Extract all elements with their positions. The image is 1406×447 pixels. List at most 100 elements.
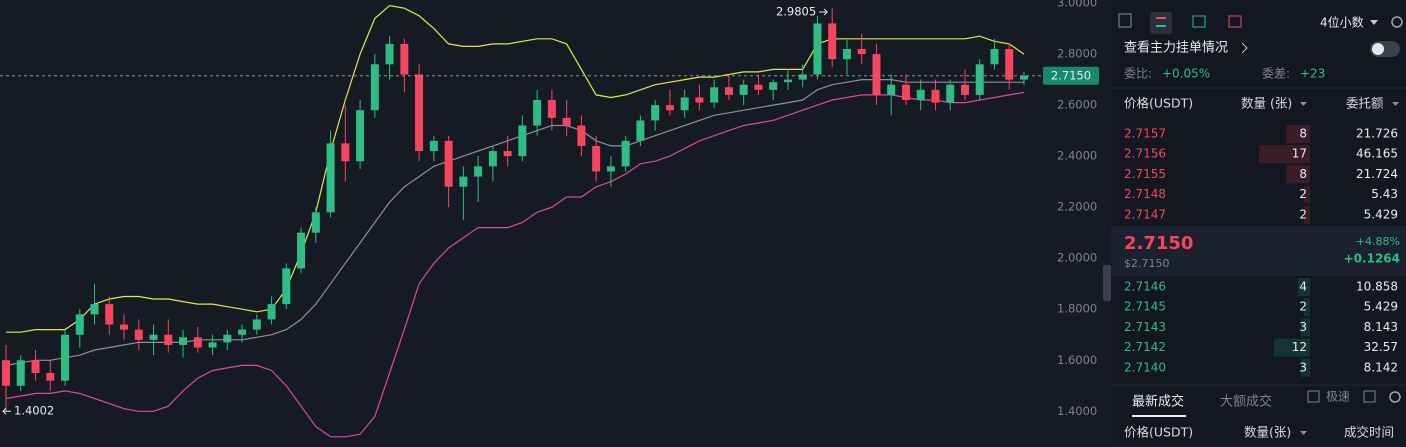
candle-body: [798, 74, 807, 80]
chart: 3.0000 2.8000 2.6000 2.4000 2.2000 2.0000 1.80…: [0, 0, 1099, 438]
row-qty: 17: [1292, 147, 1307, 161]
candle-body: [223, 334, 232, 343]
candle-body: [326, 143, 335, 213]
candle-body: [400, 43, 409, 75]
row-price: 2.7148: [1124, 187, 1166, 201]
candle-body: [385, 43, 394, 65]
chevron: [1241, 42, 1248, 54]
candle-body: [75, 314, 84, 335]
candle-body: [164, 334, 173, 345]
settings-icon[interactable]: [1391, 16, 1403, 28]
candle-body: [267, 304, 276, 320]
row-price: 2.7143: [1124, 320, 1166, 334]
candle-body: [31, 360, 40, 374]
candle-body: [754, 84, 763, 90]
row-price: 2.7142: [1124, 340, 1166, 354]
icon-filter[interactable]: [1363, 390, 1376, 403]
header-qty[interactable]: 数量 (张): [1241, 96, 1292, 111]
main-orders-link[interactable]: 查看主力挂单情况: [1124, 40, 1228, 56]
mid-price-band: [1111, 226, 1406, 276]
y-tick-label: 2.6000: [1057, 98, 1097, 112]
depth-bar: [1259, 145, 1310, 164]
depth-bar: [1298, 278, 1310, 296]
candle-body: [1005, 48, 1014, 80]
candle-body: [592, 145, 601, 172]
row-qty: 12: [1292, 340, 1307, 354]
candle-body: [916, 89, 925, 101]
candle-body: [429, 140, 438, 152]
row-amount: 21.726: [1356, 127, 1398, 141]
order-rows: 2.7157 8 21.726 2.7156 17 46.165 2.7155 8 21.724…: [1124, 125, 1398, 377]
candle-body: [61, 334, 70, 381]
icon-both-active[interactable]: [1150, 12, 1172, 34]
candle-body: [459, 176, 468, 187]
change-pct: +4.88%: [1356, 235, 1400, 248]
candle-body: [208, 342, 217, 348]
row-price: 2.7157: [1124, 127, 1166, 141]
tab-latest[interactable]: 最新成交: [1132, 394, 1184, 410]
candle-body: [946, 84, 955, 103]
toggle-knob: [1372, 43, 1384, 55]
row-qty: 3: [1299, 320, 1307, 334]
candle-body: [739, 84, 748, 95]
row-amount: 32.57: [1364, 340, 1398, 354]
bollinger-band: [5, 79, 1024, 366]
dropdown-arrow: [1300, 102, 1307, 106]
candle-body: [179, 337, 188, 345]
trades-header-qty[interactable]: 数量(张): [1244, 425, 1291, 440]
candle-body: [931, 89, 940, 103]
settings-icon[interactable]: [1389, 391, 1401, 403]
low-label: 1.4002: [14, 404, 54, 418]
candle-body: [606, 166, 615, 172]
low-arrow: [2, 407, 11, 415]
diff-value: +23: [1300, 67, 1325, 81]
tab-large[interactable]: 大额成交: [1220, 394, 1272, 410]
depth-bar: [1274, 338, 1310, 357]
y-tick-label: 1.6000: [1057, 353, 1097, 367]
candle-body: [695, 97, 704, 103]
candle-body: [90, 304, 99, 315]
y-tick-label: 1.4000: [1057, 404, 1097, 418]
row-price: 2.7146: [1124, 280, 1166, 294]
candle-body: [547, 100, 556, 118]
icon-bids[interactable]: [1192, 15, 1206, 28]
candle-body: [975, 64, 984, 95]
candle-body: [518, 125, 527, 157]
candle-body: [960, 84, 969, 95]
row-qty: 8: [1299, 167, 1307, 181]
row-amount: 8.143: [1364, 320, 1398, 334]
candle-body: [149, 334, 158, 340]
candle-body: [842, 48, 851, 60]
candle-body: [724, 87, 733, 95]
row-amount: 5.43: [1371, 187, 1398, 201]
candle-body: [444, 140, 453, 187]
header-price: 价格(USDT): [1124, 96, 1193, 111]
candle-body: [857, 48, 866, 55]
mid-price-usd: $2.7150: [1124, 257, 1170, 270]
collapse-handle[interactable]: [1103, 265, 1111, 301]
candle-body: [503, 151, 512, 157]
row-qty: 2: [1299, 187, 1307, 201]
candle-body: [901, 84, 910, 101]
last-price-tag: [1043, 66, 1099, 85]
row-amount: 21.724: [1356, 167, 1398, 181]
icon-layout[interactable]: [1118, 13, 1132, 28]
row-amount: 10.858: [1356, 280, 1398, 294]
header-amount[interactable]: 委托额: [1346, 96, 1384, 111]
row-price: 2.7147: [1124, 207, 1166, 221]
checkbox[interactable]: [1307, 390, 1320, 403]
icon-asks[interactable]: [1228, 15, 1242, 28]
row-amount: 5.429: [1364, 207, 1398, 221]
y-tick-label: 2.0000: [1057, 251, 1097, 265]
row-qty: 8: [1299, 127, 1307, 141]
row-amount: 46.165: [1356, 147, 1398, 161]
candle-body: [533, 100, 542, 126]
precision-select[interactable]: 4位小数: [1320, 15, 1364, 30]
row-qty: 2: [1299, 300, 1307, 314]
depth-bar: [1304, 298, 1310, 317]
candle-body: [710, 87, 719, 103]
depth-bar: [1304, 185, 1310, 204]
candle-body: [990, 48, 999, 65]
diff-label: 委差:: [1262, 67, 1290, 81]
